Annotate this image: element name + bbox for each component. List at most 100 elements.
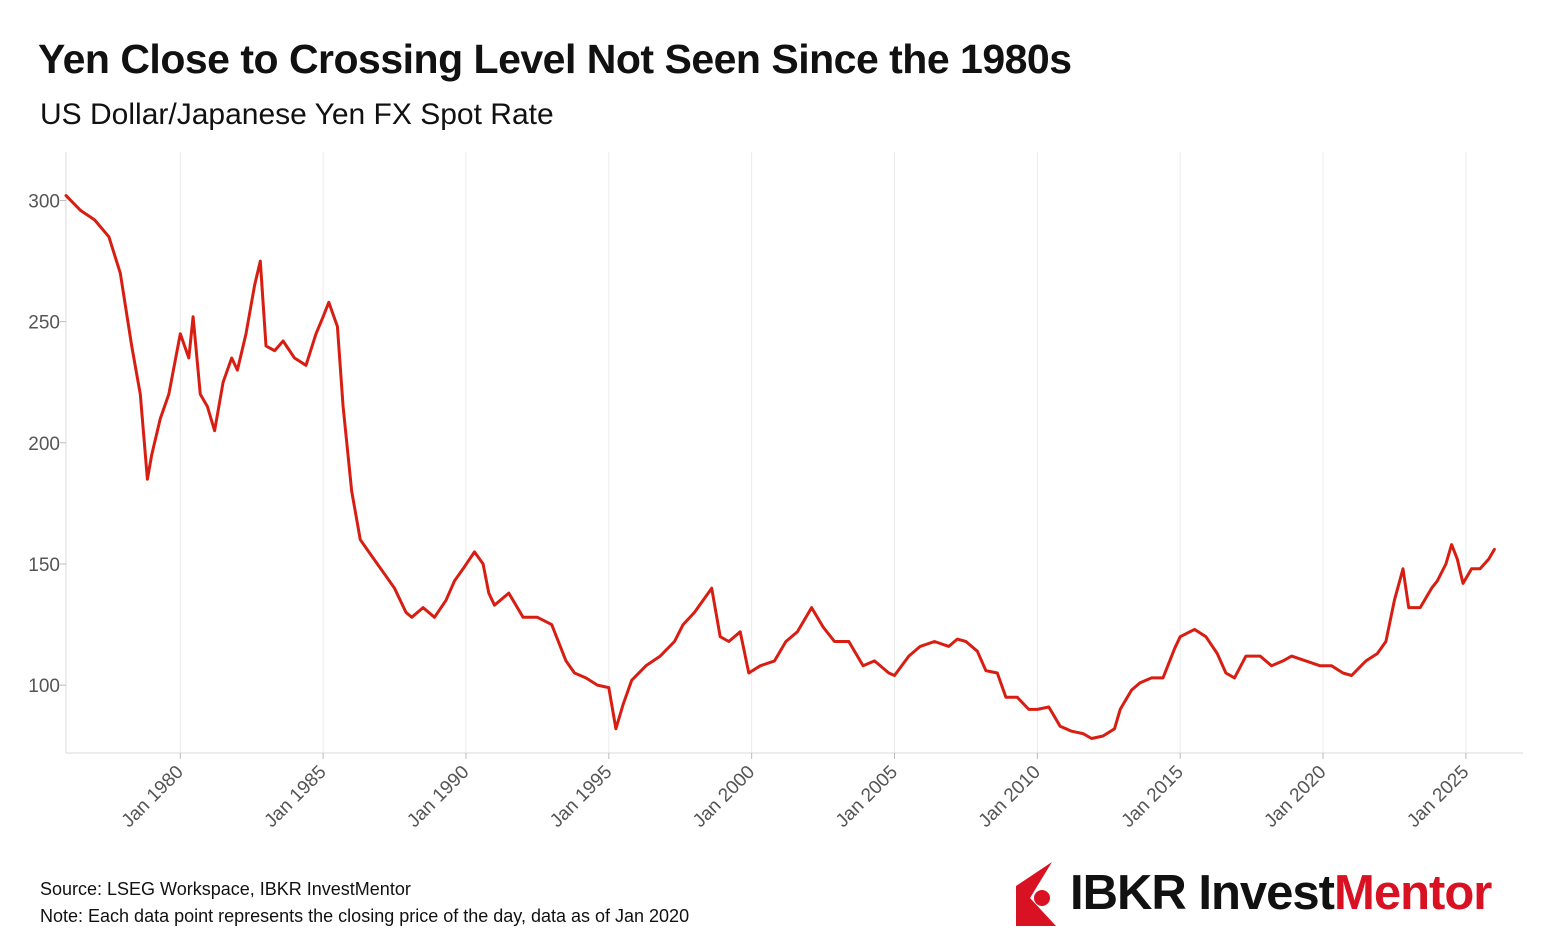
data-point xyxy=(328,301,330,303)
data-point xyxy=(1436,580,1438,582)
data-point xyxy=(1070,730,1072,732)
data-point xyxy=(1445,563,1447,565)
data-point xyxy=(351,490,353,492)
data-point xyxy=(1216,652,1218,654)
data-point xyxy=(192,316,194,318)
data-point xyxy=(673,640,675,642)
data-point xyxy=(213,430,215,432)
data-point xyxy=(1488,558,1490,560)
data-point xyxy=(453,580,455,582)
data-point xyxy=(376,563,378,565)
data-point xyxy=(508,592,510,594)
data-point xyxy=(245,333,247,335)
data-point xyxy=(1173,648,1175,650)
data-point xyxy=(405,611,407,613)
data-point xyxy=(1130,689,1132,691)
data-point xyxy=(608,686,610,688)
data-point xyxy=(948,645,950,647)
data-point xyxy=(422,606,424,608)
x-tick-label: Jan 2020 xyxy=(1260,762,1330,832)
grid xyxy=(179,152,1467,753)
data-point xyxy=(719,636,721,638)
data-point xyxy=(848,640,850,642)
data-point xyxy=(1193,628,1195,630)
data-point xyxy=(1059,725,1061,727)
data-point xyxy=(1408,606,1410,608)
data-point xyxy=(785,640,787,642)
data-point xyxy=(1150,677,1152,679)
data-point xyxy=(773,660,775,662)
data-point xyxy=(1139,682,1141,684)
data-point xyxy=(336,325,338,327)
data-point xyxy=(1305,660,1307,662)
data-point xyxy=(759,665,761,667)
data-point xyxy=(222,381,224,383)
data-point xyxy=(1205,636,1207,638)
data-point xyxy=(573,672,575,674)
data-point xyxy=(445,599,447,601)
y-tick-label: 100 xyxy=(28,676,60,697)
data-point xyxy=(282,340,284,342)
data-point xyxy=(659,655,661,657)
data-point xyxy=(179,333,181,335)
data-point xyxy=(159,417,161,419)
data-point xyxy=(631,679,633,681)
data-point xyxy=(976,650,978,652)
chart-subtitle: US Dollar/Japanese Yen FX Spot Rate xyxy=(40,98,554,131)
data-point xyxy=(1419,606,1421,608)
data-point xyxy=(551,623,553,625)
data-point xyxy=(1385,640,1387,642)
data-point xyxy=(368,551,370,553)
data-point xyxy=(615,728,617,730)
data-point xyxy=(342,405,344,407)
data-point xyxy=(1470,568,1472,570)
data-point xyxy=(522,616,524,618)
x-tick-label: Jan 2015 xyxy=(1118,762,1188,832)
data-point xyxy=(1430,587,1432,589)
data-point xyxy=(622,703,624,705)
data-point xyxy=(1233,677,1235,679)
data-point xyxy=(1225,672,1227,674)
data-note: Note: Each data point represents the clo… xyxy=(40,906,690,926)
data-point xyxy=(1350,674,1352,676)
data-point xyxy=(473,551,475,553)
data-point xyxy=(79,209,81,211)
data-point xyxy=(862,665,864,667)
data-point xyxy=(711,587,713,589)
x-tick-label: Jan 2005 xyxy=(832,762,902,832)
data-point xyxy=(1113,728,1115,730)
data-point xyxy=(385,575,387,577)
data-point xyxy=(488,592,490,594)
data-point xyxy=(273,350,275,352)
data-point xyxy=(1090,737,1092,739)
series-layer xyxy=(64,194,1496,740)
data-point xyxy=(1036,708,1038,710)
data-point xyxy=(1048,706,1050,708)
data-point xyxy=(322,316,324,318)
data-point xyxy=(236,369,238,371)
y-tick-label: 200 xyxy=(28,434,60,455)
data-point xyxy=(796,631,798,633)
data-point xyxy=(1456,558,1458,560)
data-point xyxy=(893,674,895,676)
data-point xyxy=(565,660,567,662)
data-point xyxy=(1479,568,1481,570)
axes: 100 150 200 250 300 Jan 1980 Jan 1985 Jan 1990 J… xyxy=(28,152,1523,832)
data-point xyxy=(1393,599,1395,601)
data-point xyxy=(728,640,730,642)
data-point xyxy=(1290,655,1292,657)
data-point xyxy=(1493,548,1495,550)
x-tick-label: Jan 2010 xyxy=(975,762,1045,832)
data-point xyxy=(1005,696,1007,698)
data-point xyxy=(645,665,647,667)
line-chart: 100 150 200 250 300 Jan 1980 Jan 1985 Jan 1990 J… xyxy=(28,152,1523,832)
data-point xyxy=(462,568,464,570)
data-point xyxy=(315,333,317,335)
data-point xyxy=(1082,732,1084,734)
data-point xyxy=(188,357,190,359)
data-point xyxy=(293,357,295,359)
data-point xyxy=(822,626,824,628)
data-point xyxy=(739,631,741,633)
chart-title: Yen Close to Crossing Level Not Seen Sin… xyxy=(38,36,1072,82)
data-point xyxy=(873,660,875,662)
